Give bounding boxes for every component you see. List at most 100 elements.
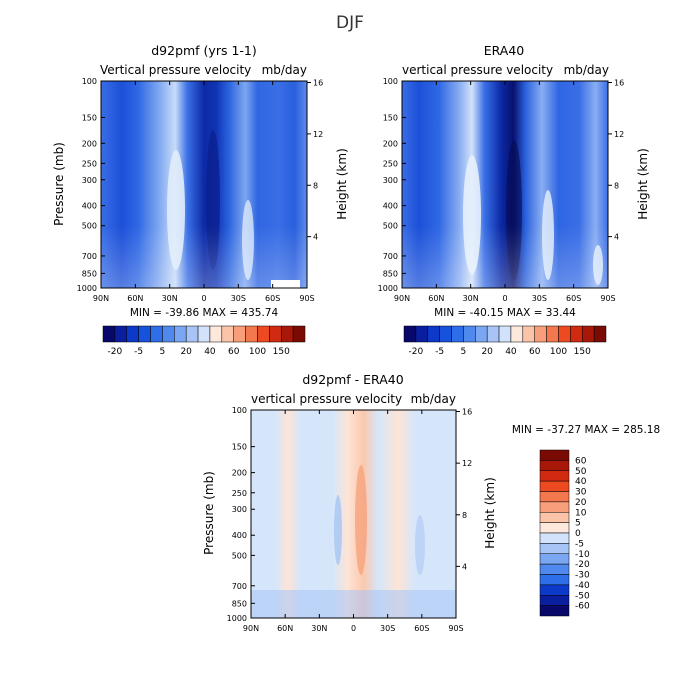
y2-tick-label: 4 <box>462 562 467 571</box>
colorbar-swatch <box>463 325 476 343</box>
x-tick-label: 90N <box>394 294 410 303</box>
missing-data <box>271 280 300 288</box>
x-tick-label: 30S <box>380 624 395 633</box>
colorbar-swatch <box>174 325 187 343</box>
y-tick-label: 850 <box>232 599 247 608</box>
colorbar-label: -30 <box>575 571 590 581</box>
colorbar-swatch <box>126 325 139 343</box>
colorbar-swatch <box>475 325 488 343</box>
x-tick-label: 30N <box>311 624 327 633</box>
colorbar-swatch <box>539 449 570 461</box>
x-tick-label: 0 <box>351 624 356 633</box>
x-tick-label: 30S <box>231 294 246 303</box>
y2-axis-label: Height (km) <box>483 477 497 548</box>
contour-feature <box>101 81 307 288</box>
x-tick-label: 90N <box>243 624 259 633</box>
colorbar-swatch <box>102 325 116 343</box>
colorbar-swatch <box>510 325 524 343</box>
y2-tick-label: 4 <box>313 233 318 242</box>
y-tick-label: 1000 <box>77 284 97 293</box>
y-tick-label: 400 <box>232 531 247 540</box>
colorbar-label: 5 <box>575 519 581 529</box>
colorbar-label: 10 <box>575 508 587 518</box>
x-tick-label: 0 <box>201 294 206 303</box>
x-tick-label: 0 <box>502 294 507 303</box>
colorbar-label: 60 <box>228 347 240 357</box>
colorbar-swatch <box>114 325 128 343</box>
colorbar-label: 40 <box>505 347 517 357</box>
y-tick-label: 150 <box>82 113 97 122</box>
y2-tick-label: 8 <box>462 511 467 520</box>
x-tick-label: 30N <box>463 294 479 303</box>
y-tick-label: 300 <box>82 176 97 185</box>
colorbar-swatch <box>451 325 464 343</box>
y-tick-label: 300 <box>383 176 398 185</box>
colorbar-swatch <box>427 325 440 343</box>
colorbar-label: 20 <box>180 347 192 357</box>
colorbar-swatch <box>539 532 570 544</box>
y-tick-label: 200 <box>82 139 97 148</box>
y-tick-label: 150 <box>232 443 247 452</box>
stats-text: MIN = -40.15 MAX = 33.44 <box>434 307 576 319</box>
colorbar-label: -20 <box>409 347 424 357</box>
contour-feature <box>251 590 456 618</box>
y-tick-label: 100 <box>383 77 398 86</box>
colorbar-label: 60 <box>575 456 587 466</box>
colorbar-swatch <box>539 460 570 471</box>
colorbar-swatch <box>257 325 270 343</box>
x-tick-label: 90N <box>93 294 109 303</box>
panel-subtitle-right: mb/day <box>411 392 456 406</box>
colorbar-label: -40 <box>575 581 590 591</box>
panel-subtitle-left: vertical pressure velocity <box>402 63 553 77</box>
y2-tick-label: 12 <box>313 130 323 139</box>
y-tick-label: 200 <box>232 469 247 478</box>
colorbar-swatch <box>558 325 571 343</box>
y-tick-label: 200 <box>383 139 398 148</box>
y-tick-label: 500 <box>82 222 97 231</box>
y-tick-label: 700 <box>383 252 398 261</box>
y-tick-label: 300 <box>232 505 247 514</box>
panel-subtitle-right: mb/day <box>262 63 307 77</box>
colorbar-swatch <box>209 325 223 343</box>
panel-era40: ERA40 vertical pressure velocity mb/day … <box>378 43 650 357</box>
panel-subtitle-left: vertical pressure velocity <box>251 392 402 406</box>
panel-difference: d92pmf - ERA40 vertical pressure velocit… <box>202 372 660 633</box>
y-tick-label: 700 <box>82 252 97 261</box>
colorbar-swatch <box>593 325 607 343</box>
panel-title: ERA40 <box>484 43 525 58</box>
colorbar-label: -5 <box>435 347 444 357</box>
colorbar-swatch <box>415 325 429 343</box>
x-tick-label: 60N <box>428 294 444 303</box>
colorbar-swatch <box>539 553 570 565</box>
colorbar-label: 20 <box>481 347 493 357</box>
figure-title: DJF <box>336 13 364 33</box>
colorbar-swatch <box>403 325 417 343</box>
colorbar-swatch <box>539 584 570 596</box>
colorbar-label: -5 <box>575 539 584 549</box>
colorbar-swatch <box>292 325 306 343</box>
colorbar-label: 60 <box>529 347 541 357</box>
colorbar-swatch <box>280 325 294 343</box>
colorbar: -20 -5 5 20 40 60 100 150 <box>102 325 306 357</box>
x-tick-label: 30N <box>162 294 178 303</box>
colorbar-label: -10 <box>575 550 590 560</box>
panel-title: d92pmf - ERA40 <box>302 372 403 387</box>
colorbar-label: -20 <box>575 560 590 570</box>
colorbar-swatch <box>539 595 570 606</box>
y-tick-label: 850 <box>82 269 97 278</box>
y2-tick-label: 16 <box>614 79 624 88</box>
colorbar-label: 5 <box>160 347 166 357</box>
colorbar-swatch <box>539 574 570 586</box>
colorbar-swatch <box>197 325 211 343</box>
y-axis-label: Pressure (mb) <box>52 142 66 226</box>
colorbar-swatch <box>539 480 570 492</box>
colorbar-label: 100 <box>249 347 266 357</box>
colorbar-label: 150 <box>273 347 290 357</box>
colorbar-swatch <box>185 325 199 343</box>
colorbar-swatch <box>539 543 570 554</box>
colorbar-swatch <box>539 522 570 534</box>
colorbar-label: -20 <box>108 347 123 357</box>
x-tick-label: 30S <box>532 294 547 303</box>
